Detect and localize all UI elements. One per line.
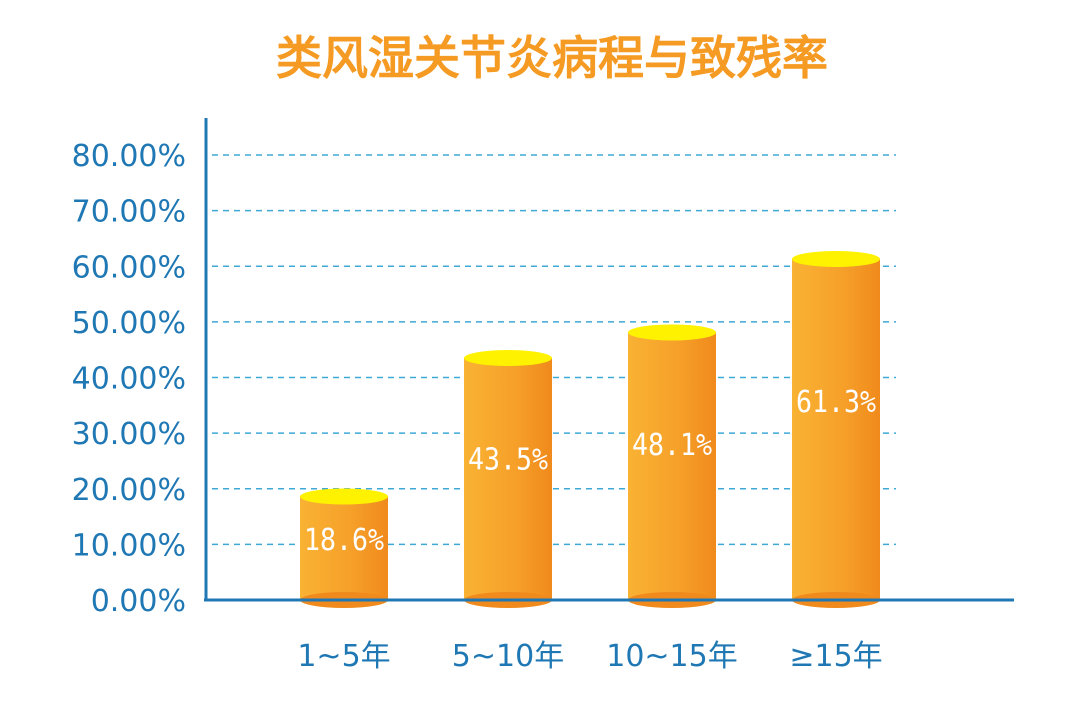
- y-tick-label: 20.00%: [72, 473, 186, 508]
- bar: [792, 251, 880, 608]
- chart-title: 类风湿关节炎病程与致残率: [276, 31, 828, 85]
- x-category-label: 1~5年: [297, 639, 390, 674]
- x-category-label: 10~15年: [606, 639, 737, 674]
- bar-top: [300, 488, 388, 505]
- data-label: 48.1%: [632, 428, 712, 463]
- data-labels: 18.6% 43.5% 48.1% 61.3%: [304, 385, 876, 558]
- y-tick-label: 50.00%: [72, 306, 186, 341]
- x-axis-categories: 1~5年 5~10年 10~15年 ≥15年: [297, 639, 882, 674]
- y-tick-label: 10.00%: [72, 528, 186, 563]
- bar-body: [628, 332, 716, 600]
- y-tick-label: 0.00%: [91, 584, 186, 619]
- bars: [300, 251, 880, 608]
- y-tick-label: 30.00%: [72, 417, 186, 452]
- y-tick-label: 60.00%: [72, 250, 186, 285]
- bar-body: [300, 496, 388, 600]
- grid-lines: [212, 154, 896, 546]
- x-category-label: 5~10年: [452, 639, 564, 674]
- bar: [628, 324, 716, 608]
- bar-top: [628, 324, 716, 341]
- data-label: 18.6%: [304, 523, 384, 558]
- bar-top: [464, 350, 552, 367]
- y-tick-label: 80.00%: [72, 139, 186, 174]
- y-axis-ticks: 0.00% 10.00% 20.00% 30.00% 40.00% 50.00% 60.00…: [72, 139, 186, 619]
- data-label: 43.5%: [468, 443, 548, 478]
- bar-body: [792, 259, 880, 600]
- x-category-label: ≥15年: [789, 639, 882, 674]
- data-label: 61.3%: [796, 385, 876, 420]
- y-tick-label: 70.00%: [72, 195, 186, 230]
- bar: [464, 350, 552, 608]
- y-tick-label: 40.00%: [72, 362, 186, 397]
- bar-top: [792, 251, 880, 268]
- bar-body: [464, 358, 552, 600]
